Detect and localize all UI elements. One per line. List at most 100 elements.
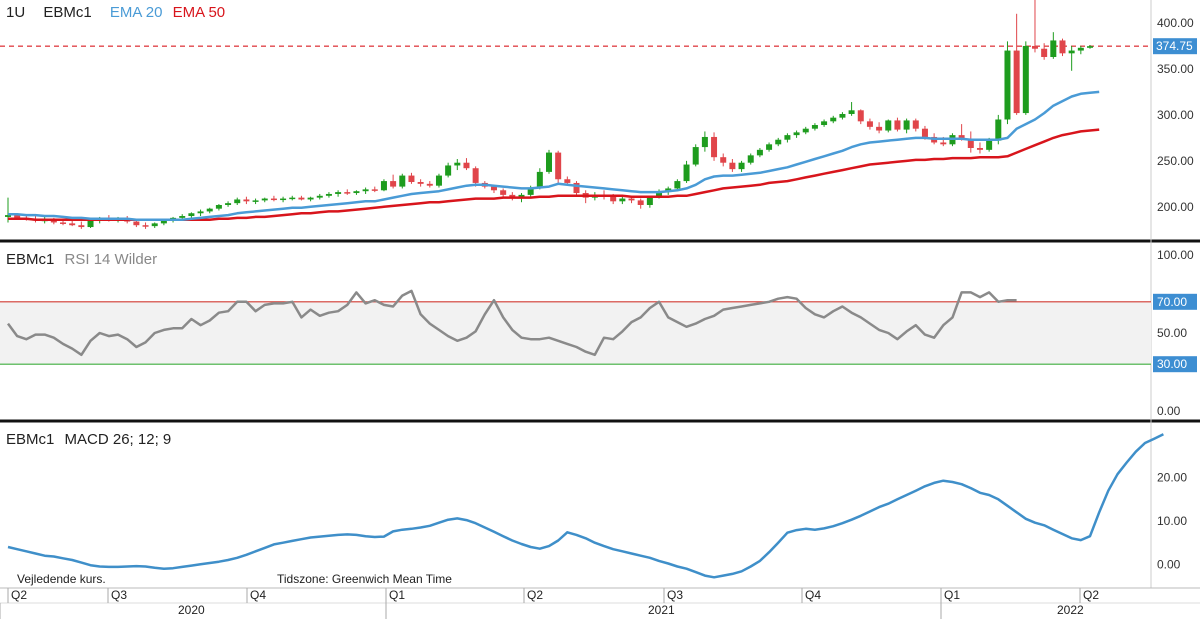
- candle-body: [454, 162, 461, 166]
- candle-body: [811, 125, 818, 129]
- ema20-line: [8, 90, 1100, 221]
- candle-body: [518, 194, 525, 198]
- candle-body: [390, 181, 397, 187]
- candle-body: [555, 152, 562, 180]
- macd-tick-label: 20.00: [1157, 471, 1187, 485]
- candle-body: [839, 113, 846, 118]
- candle-body: [720, 157, 727, 163]
- candle-body: [564, 179, 571, 183]
- candle-body: [967, 138, 974, 148]
- candle-body: [1041, 48, 1048, 57]
- last-price-label: 374.75: [1156, 39, 1193, 53]
- candle-body: [912, 120, 919, 129]
- candle-body: [142, 225, 149, 227]
- macd-indicator-label: MACD 26; 12; 9: [64, 431, 172, 448]
- price-tick-label: 350.00: [1157, 62, 1194, 76]
- candle-body: [1050, 40, 1057, 57]
- candle-body: [683, 164, 690, 182]
- rsi-oversold-label: 30.00: [1157, 357, 1187, 371]
- candle-body: [14, 215, 21, 218]
- candle-body: [133, 221, 140, 226]
- quarter-label: Q2: [11, 588, 27, 602]
- candle-body: [215, 204, 222, 209]
- interval-label[interactable]: 1U: [6, 4, 26, 21]
- candle-body: [197, 211, 204, 214]
- macd-symbol-label: EBMc1: [6, 431, 55, 448]
- quarter-label: Q4: [805, 588, 821, 602]
- rsi-tick-label: 50.00: [1157, 326, 1187, 340]
- candle-body: [289, 197, 296, 200]
- quarter-label: Q3: [667, 588, 683, 602]
- candle-body: [426, 183, 433, 186]
- candle-body: [830, 117, 837, 122]
- candle-body: [160, 220, 167, 224]
- candle-body: [261, 198, 268, 201]
- price-tick-label: 300.00: [1157, 108, 1194, 122]
- candle-body: [472, 168, 479, 183]
- year-label: 2021: [648, 603, 675, 617]
- timezone-note: Tidszone: Greenwich Mean Time: [277, 572, 452, 586]
- candle-body: [738, 162, 745, 170]
- candle-body: [509, 194, 516, 198]
- rsi-pane-header: EBMc1 RSI 14 Wilder: [6, 251, 171, 268]
- candle-body: [885, 120, 892, 131]
- ema50-legend: EMA 50: [172, 4, 226, 21]
- candle-body: [408, 175, 415, 183]
- candle-body: [463, 162, 470, 169]
- candle-body: [252, 200, 259, 202]
- candle-body: [848, 110, 855, 114]
- rsi-overbought-badge: [1153, 293, 1197, 310]
- candle-body: [766, 144, 773, 150]
- candle-body: [711, 136, 718, 158]
- candle-body: [986, 140, 993, 150]
- candle-body: [1031, 45, 1038, 49]
- candle-body: [325, 193, 332, 196]
- candle-body: [637, 200, 644, 205]
- candle-body: [307, 197, 314, 200]
- candle-body: [380, 181, 387, 191]
- rsi-tick-label: 0.00: [1157, 404, 1181, 418]
- candle-body: [656, 191, 663, 197]
- candle-body: [701, 136, 708, 148]
- candle-body: [179, 216, 186, 218]
- macd-tick-label: 10.00: [1157, 514, 1187, 528]
- candle-body: [50, 219, 57, 223]
- price-pane-header: 1U EBMc1 EMA 20 EMA 50: [6, 4, 239, 21]
- rsi-band: [0, 301, 1151, 365]
- candle-body: [876, 126, 883, 131]
- price-tick-label: 200.00: [1157, 200, 1194, 214]
- candle-body: [775, 139, 782, 145]
- candle-body: [1022, 45, 1029, 114]
- disclaimer-note: Vejledende kurs.: [17, 572, 106, 586]
- quarter-label: Q3: [111, 588, 127, 602]
- price-tick-label: 400.00: [1157, 16, 1194, 30]
- candle-body: [903, 120, 910, 130]
- candle-body: [793, 132, 800, 136]
- ema20-legend: EMA 20: [109, 4, 163, 21]
- candle-body: [270, 198, 277, 201]
- candle-body: [371, 189, 378, 191]
- candle-body: [1087, 46, 1093, 48]
- quarter-label: Q2: [527, 588, 543, 602]
- candle-body: [894, 120, 901, 130]
- candle-body: [821, 121, 828, 126]
- ema50-line: [8, 128, 1100, 221]
- candle-body: [417, 182, 424, 184]
- candle-body: [1077, 47, 1084, 51]
- candle-body: [298, 197, 305, 200]
- candle-body: [353, 191, 360, 194]
- candle-body: [206, 208, 213, 212]
- candle-body: [399, 175, 406, 187]
- candle-body: [60, 222, 67, 224]
- candle-body: [628, 198, 635, 201]
- candle-body: [784, 135, 791, 140]
- candle-body: [1059, 40, 1066, 54]
- candle-body: [362, 189, 369, 192]
- candle-body: [243, 199, 250, 202]
- candle-body: [78, 225, 85, 228]
- candle-body: [5, 215, 11, 217]
- candle-body: [674, 181, 681, 189]
- candle-body: [1013, 50, 1020, 114]
- candle-body: [665, 188, 672, 192]
